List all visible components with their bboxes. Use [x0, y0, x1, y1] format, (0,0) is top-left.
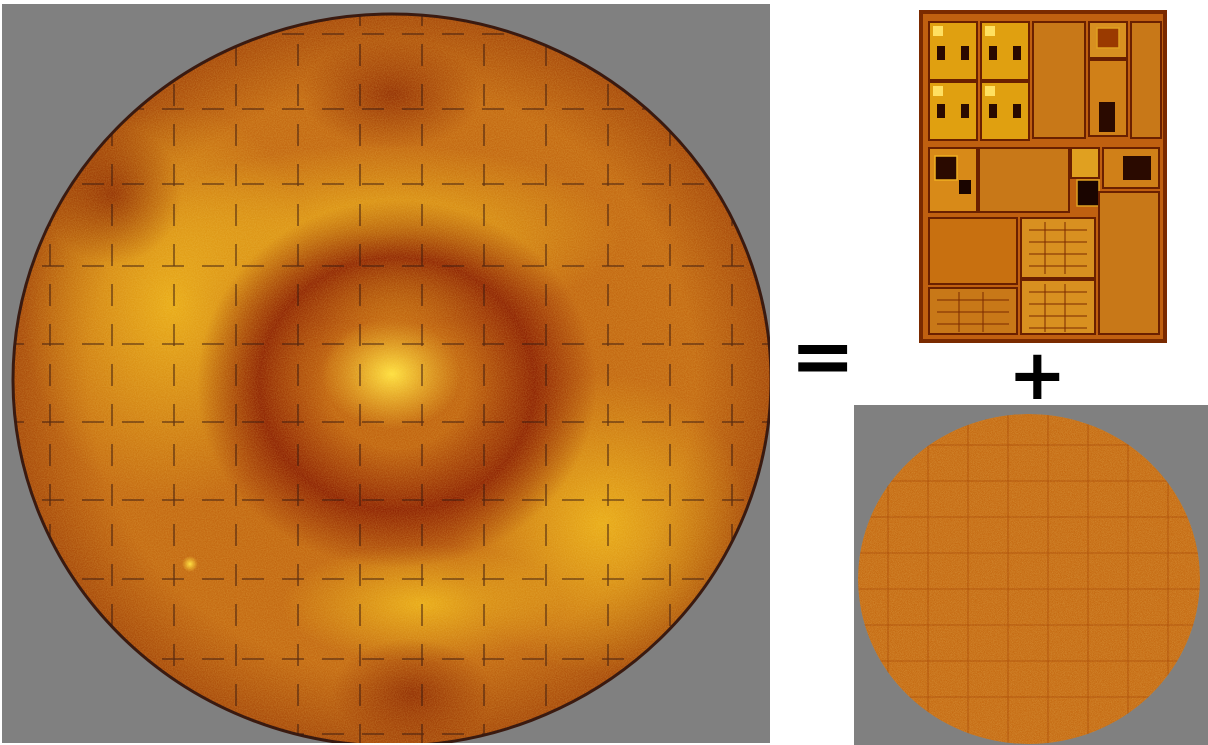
wafer-map-panel: [2, 4, 770, 743]
residual-wafer-panel: [854, 405, 1208, 745]
residual-wafer-image: [854, 405, 1208, 745]
equals-sign: =: [790, 312, 856, 402]
die-layout-panel: [919, 10, 1167, 343]
plus-sign: +: [1008, 334, 1067, 416]
wafer-map-image: [2, 4, 770, 743]
die-layout-image: [919, 10, 1167, 343]
